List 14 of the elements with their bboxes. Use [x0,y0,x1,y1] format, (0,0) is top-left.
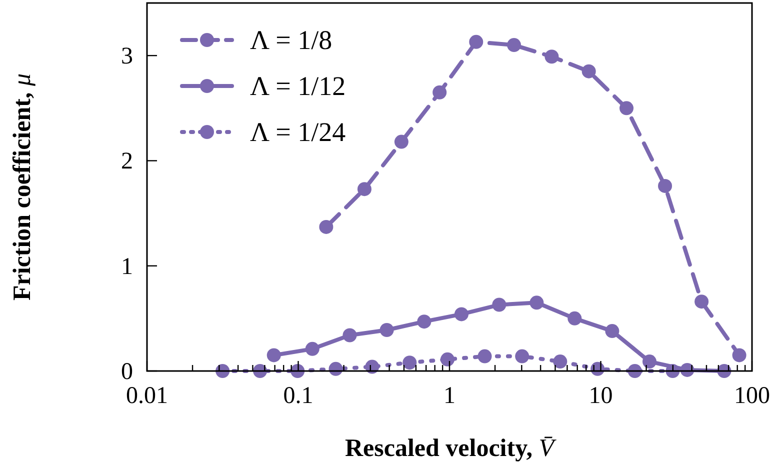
y-tick-label: 2 [121,148,133,175]
legend-label: Λ = 1/8 [250,25,332,55]
y-axis-title: Friction coefficient, μ [9,73,36,301]
y-tick-label: 0 [121,359,133,385]
y-tick-label: 1 [121,254,133,280]
x-tick-label: 1 [444,383,456,409]
x-tick-label: 0.01 [126,383,168,409]
x-tick-label: 100 [734,383,770,409]
x-tick-label: 0.1 [283,383,314,409]
x-axis-title: Rescaled velocity, V̄ [345,435,557,462]
legend-label: Λ = 1/24 [250,117,346,147]
y-tick-label: 3 [121,44,133,70]
legend-label: Λ = 1/12 [250,71,346,101]
x-tick-label: 10 [588,383,613,409]
